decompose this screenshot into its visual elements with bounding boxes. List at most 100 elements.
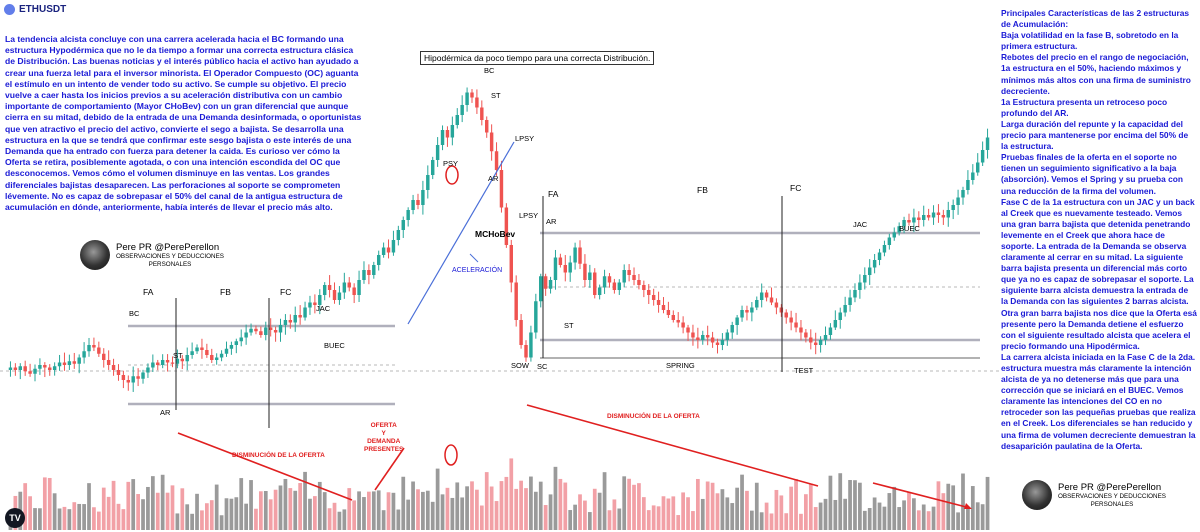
volume-bar	[136, 494, 140, 530]
candle-body	[509, 245, 513, 283]
volume-bar	[823, 498, 828, 530]
volume-bar	[494, 501, 499, 530]
volume-bar	[858, 482, 862, 530]
candle-body	[376, 255, 381, 265]
volume-bar	[214, 484, 219, 530]
candle-body	[77, 357, 81, 364]
volume-bar	[936, 481, 941, 530]
oferta-line-3: DEMANDA	[367, 438, 401, 445]
candle-body	[853, 290, 857, 298]
candle-body	[539, 276, 543, 302]
candle-body	[332, 290, 337, 300]
candle-body	[401, 220, 405, 230]
candle-body	[396, 230, 401, 240]
candle-body	[961, 190, 965, 198]
volume-bar	[558, 478, 563, 530]
candle-body	[165, 360, 170, 363]
volume-bar	[391, 492, 396, 530]
candle-body	[725, 332, 730, 340]
candle-body	[867, 267, 872, 275]
volume-bar	[602, 472, 607, 530]
candle-body	[784, 312, 788, 318]
candle-body	[465, 92, 469, 105]
candle-body	[887, 237, 892, 245]
supply-trend-line	[526, 404, 819, 487]
volume-bar	[229, 498, 234, 530]
psy-highlight-circle	[445, 165, 459, 185]
tradingview-logo-icon[interactable]: TV	[5, 508, 25, 528]
supply-trend-line	[177, 432, 353, 501]
volume-bar	[180, 488, 185, 530]
label-lpsy-2: LPSY	[519, 211, 539, 220]
volume-bar	[818, 502, 823, 530]
volume-bar	[691, 511, 695, 530]
candle-body	[897, 226, 901, 233]
label-fa-1: FA	[143, 287, 154, 297]
volume-bar	[293, 490, 298, 530]
author-subtitle-2: PERSONALES	[1090, 500, 1134, 508]
candle-body	[774, 302, 779, 308]
volume-bar	[337, 511, 342, 530]
annotations	[175, 141, 972, 509]
volume-bar	[632, 484, 636, 530]
volume-bar	[882, 506, 887, 530]
volume-bar	[209, 500, 214, 530]
volume-bar	[475, 489, 479, 530]
label-psy: PSY	[443, 159, 459, 168]
volume-bar	[303, 471, 307, 530]
candle-body	[13, 367, 18, 370]
volume-bar	[67, 509, 72, 530]
candle-body	[804, 332, 808, 338]
candle-body	[102, 353, 106, 360]
candle-body	[759, 292, 764, 300]
volume-bar	[843, 498, 848, 530]
candle-body	[92, 345, 96, 348]
label-st-1: ST	[173, 351, 183, 360]
candle-body	[352, 287, 356, 295]
volume-bar	[774, 489, 779, 530]
candle-body	[568, 262, 572, 273]
volume-bar	[411, 481, 415, 530]
candle-body	[971, 172, 975, 180]
volume-bar	[308, 498, 312, 530]
candle-body	[322, 285, 327, 295]
volume-bar	[779, 495, 784, 530]
volume-bar	[961, 473, 965, 530]
candle-body	[67, 361, 72, 365]
volume-bar	[77, 503, 82, 530]
label-ar-1: AR	[160, 408, 171, 417]
candle-body	[131, 376, 135, 383]
candle-body	[946, 210, 950, 218]
candle-body	[298, 315, 302, 318]
volume-bar	[529, 476, 533, 530]
volume-bar	[23, 483, 28, 530]
volume-bar	[573, 504, 577, 530]
hypodermic-title-box: Hipodérmica da poco tiempo para una corr…	[420, 51, 655, 65]
volume-bar	[926, 511, 931, 530]
candle-body	[170, 362, 175, 364]
oferta-line-1: OFERTA	[370, 422, 397, 429]
ticker-header[interactable]: ETHUSDT	[4, 4, 66, 15]
volume-bar	[710, 482, 715, 530]
candle-body	[406, 210, 410, 220]
volume-bar	[185, 504, 190, 530]
candle-body	[381, 247, 386, 255]
candle-body	[779, 307, 784, 313]
candle-body	[372, 265, 376, 275]
left-analysis-text: La tendencia alcista concluye con una ca…	[5, 34, 362, 213]
volume-bar	[749, 510, 754, 530]
label-buec-1: BUEC	[324, 341, 345, 350]
volume-bar	[641, 497, 646, 530]
candle-body	[730, 325, 734, 333]
candle-body	[52, 366, 57, 370]
candle-body	[593, 272, 597, 295]
candle-body	[656, 300, 661, 305]
candle-body	[259, 331, 263, 335]
candle-body	[249, 328, 253, 333]
volume-bar	[298, 483, 303, 530]
candle-body	[926, 215, 931, 218]
candle-body	[892, 232, 896, 238]
volume-bar	[357, 491, 361, 530]
label-aceleracion: ACELERACIÓN	[452, 267, 503, 274]
